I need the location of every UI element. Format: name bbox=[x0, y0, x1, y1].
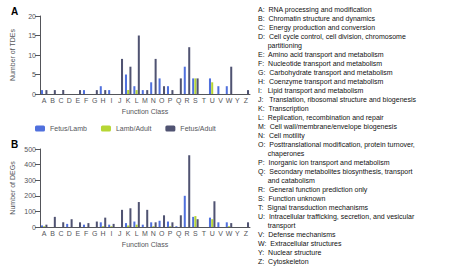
svg-text:0: 0 bbox=[32, 91, 36, 98]
svg-text:R: R bbox=[184, 97, 189, 104]
svg-text:E: E bbox=[75, 230, 80, 237]
svg-text:Q: Q bbox=[176, 97, 182, 105]
svg-text:N: Cell motility: N: Cell motility bbox=[258, 132, 305, 140]
svg-text:Lamb/Adult: Lamb/Adult bbox=[116, 125, 151, 132]
svg-text:J: J bbox=[118, 97, 122, 104]
svg-text:M: M bbox=[142, 230, 148, 237]
svg-text:F: F bbox=[84, 230, 88, 237]
svg-text:C: Energy production and conv: C: Energy production and conversion bbox=[258, 24, 375, 32]
svg-text:O: O bbox=[159, 230, 165, 237]
svg-text:H: Coenzyme transport and met: H: Coenzyme transport and metabolism bbox=[258, 78, 383, 86]
svg-text:Function Class: Function Class bbox=[122, 108, 169, 115]
svg-text:200: 200 bbox=[24, 192, 36, 199]
svg-text:O: Posttranslational modifica: O: Posttranslational modification, prote… bbox=[258, 141, 415, 149]
svg-text:S: Function unknown: S: Function unknown bbox=[258, 195, 325, 202]
svg-text:T: Signal transduction mechan: T: Signal transduction mechanisms bbox=[258, 204, 369, 212]
svg-text:0: 0 bbox=[32, 224, 36, 231]
svg-text:N: N bbox=[151, 230, 156, 237]
svg-text:A: A bbox=[11, 6, 18, 17]
svg-text:K: Transcription: K: Transcription bbox=[258, 105, 309, 113]
svg-text:Fetus/Adult: Fetus/Adult bbox=[180, 125, 215, 132]
svg-text:transport: transport bbox=[258, 222, 295, 230]
svg-text:P: Inorganic ion transport an: P: Inorganic ion transport and metabolis… bbox=[258, 159, 390, 167]
svg-text:A: RNA processing and modific: A: RNA processing and modification bbox=[258, 6, 372, 14]
svg-text:I: I bbox=[110, 230, 112, 237]
svg-text:E: E bbox=[75, 97, 80, 104]
svg-text:P: P bbox=[168, 230, 173, 237]
svg-text:100: 100 bbox=[24, 208, 36, 215]
svg-text:M: Cell wall/membrane/envelop: M: Cell wall/membrane/envelope biogenesi… bbox=[258, 123, 397, 131]
svg-text:U: U bbox=[210, 97, 215, 104]
svg-text:W: W bbox=[226, 97, 233, 104]
svg-text:V: V bbox=[218, 230, 223, 237]
svg-text:Y: Y bbox=[235, 230, 240, 237]
svg-text:J: Translation, ribosomal st: J: Translation, ribosomal structure and … bbox=[258, 96, 416, 104]
svg-text:C: C bbox=[58, 230, 63, 237]
svg-text:chaperones: chaperones bbox=[258, 150, 305, 158]
svg-text:B: B bbox=[50, 97, 55, 104]
svg-text:K: K bbox=[126, 230, 131, 237]
svg-text:S: S bbox=[193, 97, 198, 104]
svg-text:J: J bbox=[118, 230, 122, 237]
svg-text:I: Lipid transport and metab: I: Lipid transport and metabolism bbox=[258, 87, 364, 95]
svg-text:Y: Y bbox=[235, 97, 240, 104]
svg-text:S: S bbox=[193, 230, 198, 237]
svg-text:20: 20 bbox=[28, 13, 36, 20]
svg-text:D: Cell cycle control, cell d: D: Cell cycle control, cell division, ch… bbox=[258, 33, 406, 41]
svg-text:A: A bbox=[42, 230, 47, 237]
svg-text:B: B bbox=[50, 230, 55, 237]
svg-text:B: B bbox=[11, 139, 18, 150]
svg-text:V: V bbox=[218, 97, 223, 104]
svg-text:Number of DEGs: Number of DEGs bbox=[9, 161, 16, 215]
svg-text:300: 300 bbox=[24, 177, 36, 184]
svg-text:Z: Z bbox=[244, 97, 249, 104]
svg-text:Q: Secondary metabolites bios: Q: Secondary metabolites biosynthesis, t… bbox=[258, 168, 413, 176]
svg-text:15: 15 bbox=[28, 32, 36, 39]
svg-text:T: T bbox=[202, 230, 207, 237]
svg-text:P: P bbox=[168, 97, 173, 104]
svg-text:N: N bbox=[151, 97, 156, 104]
svg-text:U: U bbox=[210, 230, 215, 237]
svg-text:10: 10 bbox=[28, 52, 36, 59]
svg-text:Q: Q bbox=[176, 230, 182, 238]
svg-text:partitioning: partitioning bbox=[258, 42, 302, 50]
svg-text:B: Chromatin structure and dy: B: Chromatin structure and dynamics bbox=[258, 15, 376, 23]
svg-text:400: 400 bbox=[24, 161, 36, 168]
svg-text:Y: Nuclear structure: Y: Nuclear structure bbox=[258, 249, 322, 256]
svg-text:L: L bbox=[135, 230, 139, 237]
svg-text:Function Class: Function Class bbox=[122, 241, 169, 248]
svg-text:L: L bbox=[135, 97, 139, 104]
svg-text:I: I bbox=[110, 97, 112, 104]
svg-text:Z: Z bbox=[244, 230, 249, 237]
svg-text:5: 5 bbox=[32, 71, 36, 78]
svg-text:and catabolism: and catabolism bbox=[258, 177, 315, 184]
svg-text:F: Nucleotide transport and m: F: Nucleotide transport and metabolism bbox=[258, 60, 382, 68]
svg-text:T: T bbox=[202, 97, 207, 104]
svg-text:W: Extracellular structures: W: Extracellular structures bbox=[258, 240, 342, 247]
svg-text:F: F bbox=[84, 97, 88, 104]
svg-text:E: Amino acid transport and m: E: Amino acid transport and metabolism bbox=[258, 51, 384, 59]
svg-text:A: A bbox=[42, 97, 47, 104]
svg-text:C: C bbox=[58, 97, 63, 104]
svg-text:G: G bbox=[92, 230, 97, 237]
svg-text:Z: Cytoskeleton: Z: Cytoskeleton bbox=[258, 258, 309, 266]
svg-text:M: M bbox=[142, 97, 148, 104]
svg-text:V: Defense mechanisms: V: Defense mechanisms bbox=[258, 231, 336, 238]
svg-text:500: 500 bbox=[24, 146, 36, 153]
svg-text:K: K bbox=[126, 97, 131, 104]
svg-text:Number of TDEs: Number of TDEs bbox=[9, 29, 16, 81]
svg-text:R: R bbox=[184, 230, 189, 237]
svg-text:G: G bbox=[92, 97, 97, 104]
svg-text:H: H bbox=[100, 97, 105, 104]
svg-text:O: O bbox=[159, 97, 165, 104]
svg-text:D: D bbox=[67, 97, 72, 104]
svg-text:Fetus/Lamb: Fetus/Lamb bbox=[50, 125, 87, 132]
svg-text:R: General function predictio: R: General function prediction only bbox=[258, 186, 368, 194]
svg-text:W: W bbox=[226, 230, 233, 237]
svg-text:U: Intracellular trafficking,: U: Intracellular trafficking, secretion,… bbox=[258, 213, 415, 221]
svg-text:L: Replication, recombination: L: Replication, recombination and repair bbox=[258, 114, 384, 122]
svg-text:D: D bbox=[67, 230, 72, 237]
svg-text:G: Carbohydrate transport and: G: Carbohydrate transport and metabolism bbox=[258, 69, 393, 77]
svg-text:H: H bbox=[100, 230, 105, 237]
